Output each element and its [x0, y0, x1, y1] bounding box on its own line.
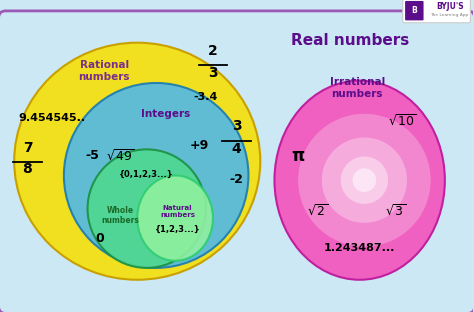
Ellipse shape [64, 83, 248, 268]
Text: Real numbers: Real numbers [291, 33, 410, 48]
Text: 7: 7 [23, 141, 32, 155]
Text: BYJU'S: BYJU'S [436, 2, 464, 11]
Text: $\sqrt{49}$: $\sqrt{49}$ [106, 149, 135, 164]
Text: Integers: Integers [141, 109, 190, 119]
Text: 4: 4 [232, 142, 241, 156]
Ellipse shape [14, 43, 260, 280]
Ellipse shape [88, 149, 206, 268]
Ellipse shape [298, 114, 431, 246]
Text: $\sqrt{2}$: $\sqrt{2}$ [307, 204, 328, 219]
Text: Whole
numbers: Whole numbers [102, 206, 140, 226]
FancyBboxPatch shape [403, 0, 470, 23]
FancyBboxPatch shape [0, 11, 474, 312]
Text: $\sqrt{3}$: $\sqrt{3}$ [384, 204, 406, 219]
Ellipse shape [353, 168, 376, 192]
Text: {0,1,2,3...}: {0,1,2,3...} [119, 169, 174, 178]
Text: $\sqrt{10}$: $\sqrt{10}$ [388, 114, 417, 129]
Text: π: π [292, 147, 305, 165]
Text: 0: 0 [95, 232, 104, 245]
Ellipse shape [341, 157, 388, 204]
Text: The Learning App: The Learning App [430, 13, 469, 17]
Ellipse shape [137, 175, 213, 261]
Text: 9.454545..: 9.454545.. [18, 113, 86, 123]
Text: -2: -2 [230, 173, 244, 186]
Text: 3: 3 [232, 119, 241, 134]
FancyBboxPatch shape [405, 1, 424, 20]
Text: -5: -5 [85, 149, 99, 162]
Text: 2: 2 [208, 44, 218, 57]
Text: -3.4: -3.4 [194, 92, 218, 102]
Text: 3: 3 [208, 66, 218, 80]
Text: +9: +9 [189, 139, 209, 152]
Ellipse shape [274, 80, 445, 280]
Text: 8: 8 [23, 162, 32, 176]
Text: Rational
numbers: Rational numbers [78, 60, 130, 82]
Text: Irrational
numbers: Irrational numbers [330, 77, 385, 99]
Ellipse shape [322, 138, 407, 223]
Text: {1,2,3...}: {1,2,3...} [155, 224, 201, 233]
Text: B: B [411, 6, 417, 15]
Text: 1.243487...: 1.243487... [324, 243, 395, 253]
Text: Natural
numbers: Natural numbers [160, 204, 195, 217]
